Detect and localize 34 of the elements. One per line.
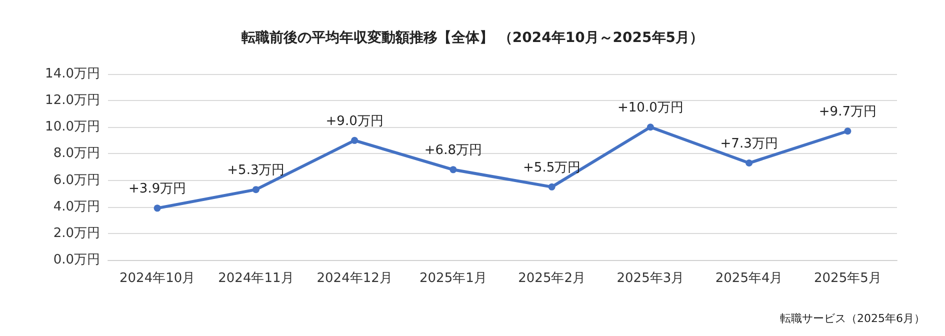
x-tick-label: 2024年12月 xyxy=(316,271,392,286)
data-label: +10.0万円 xyxy=(618,100,684,116)
x-tick-label: 2025年4月 xyxy=(715,271,783,286)
y-tick-label: 0.0万円 xyxy=(53,252,100,268)
point xyxy=(154,204,161,212)
data-label: +7.3万円 xyxy=(720,136,778,152)
text: 転職サービス（2025年6月） xyxy=(780,312,926,325)
y-tick-label: 10.0万円 xyxy=(45,120,100,135)
data-label: +6.8万円 xyxy=(424,143,482,158)
y-tick-label: 4.0万円 xyxy=(53,199,100,214)
data-label: +9.0万円 xyxy=(326,114,384,129)
point xyxy=(450,166,457,174)
point xyxy=(844,128,852,135)
point xyxy=(746,160,753,167)
point xyxy=(646,124,654,131)
data-label: +5.3万円 xyxy=(227,163,285,178)
y-tick-label: 14.0万円 xyxy=(45,66,100,82)
x-tick-label: 2025年3月 xyxy=(616,271,684,286)
chart-title: 転職前後の平均年収変動額推移【全体】 （2024年10月～2025年5月） xyxy=(240,29,704,46)
y-tick-label: 6.0万円 xyxy=(53,172,100,188)
x-tick-label: 2025年5月 xyxy=(814,271,882,286)
point xyxy=(548,183,556,190)
x-tick-label: 2025年1月 xyxy=(420,271,487,286)
x-tick-label: 2024年10月 xyxy=(119,271,196,286)
y-tick-label: 8.0万円 xyxy=(53,146,100,162)
data-label: +9.7万円 xyxy=(818,104,876,120)
data-label: +3.9万円 xyxy=(128,182,186,197)
point xyxy=(351,136,358,144)
y-tick-label: 12.0万円 xyxy=(45,93,100,108)
x-tick-label: 2025年2月 xyxy=(518,271,586,286)
data-label: +5.5万円 xyxy=(523,160,581,176)
y-tick-label: 2.0万円 xyxy=(53,226,100,241)
point xyxy=(252,186,260,194)
x-tick-label: 2024年11月 xyxy=(218,271,294,286)
